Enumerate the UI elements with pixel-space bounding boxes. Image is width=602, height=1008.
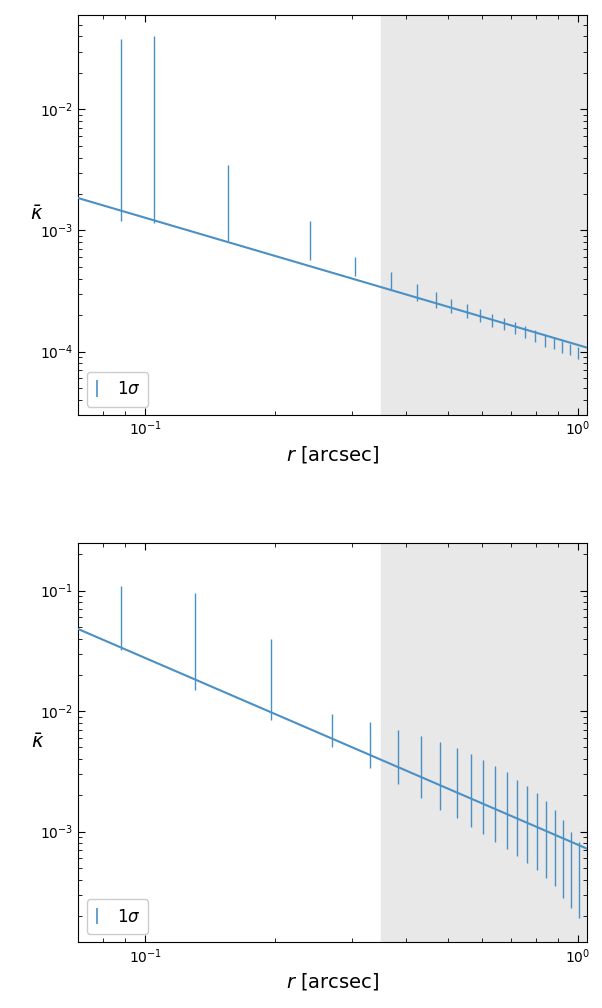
Y-axis label: $\bar{\kappa}$: $\bar{\kappa}$ [31,206,44,225]
Y-axis label: $\bar{\kappa}$: $\bar{\kappa}$ [31,733,44,752]
X-axis label: $r$ [arcsec]: $r$ [arcsec] [286,972,379,993]
Legend: $1\sigma$: $1\sigma$ [87,372,149,406]
Bar [380,542,587,942]
Bar [380,15,587,415]
Legend: $1\sigma$: $1\sigma$ [87,899,149,934]
X-axis label: $r$ [arcsec]: $r$ [arcsec] [286,444,379,465]
